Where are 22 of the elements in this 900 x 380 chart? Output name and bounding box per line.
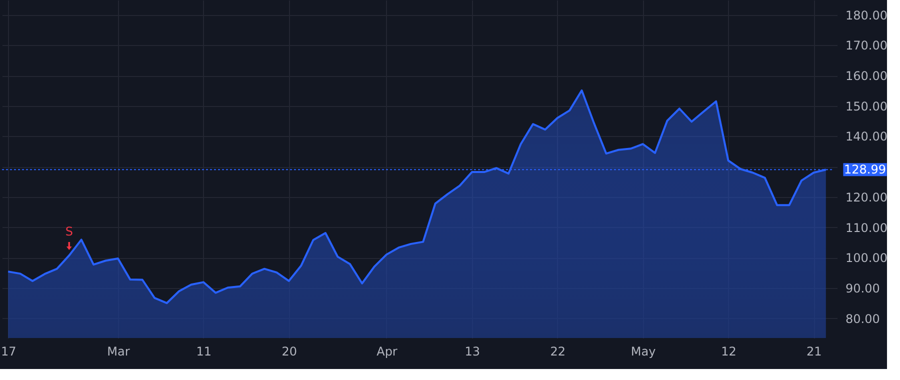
x-tick-label: Mar [107,344,130,358]
y-tick-label: 80.00 [846,312,880,326]
x-tick-label: 17 [0,344,16,358]
x-tick-label: 22 [550,344,566,358]
x-tick-label: May [630,344,656,358]
x-tick-label: Apr [376,344,398,358]
y-tick-label: 170.00 [846,38,888,53]
y-tick-label: 90.00 [846,281,880,296]
x-tick-label: 13 [464,344,480,358]
y-tick-label: 140.00 [846,130,888,144]
x-tick-label: 20 [282,344,297,358]
y-tick-label: 110.00 [846,220,888,235]
y-tick-label: 100.00 [846,251,888,266]
x-tick-label: 11 [196,344,212,358]
ref-line-label: 128.99 [844,162,886,177]
y-tick-label: 120.00 [846,190,888,204]
y-tick-label: 160.00 [846,69,888,84]
x-tick-label: 21 [806,344,822,358]
annotation: S [65,224,73,238]
x-tick-label: 12 [721,344,736,358]
y-tick-label: 180.00 [846,8,888,22]
y-tick-label: 150.00 [846,99,888,114]
